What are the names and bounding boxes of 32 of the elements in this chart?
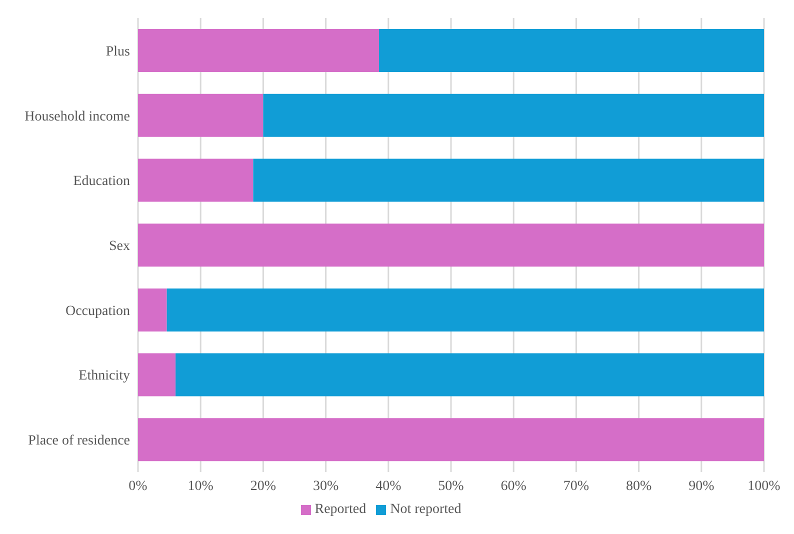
y-tick-label: Sex <box>109 238 130 254</box>
bar <box>138 353 176 396</box>
y-tick-label: Household income <box>24 109 130 124</box>
y-tick-label: Occupation <box>65 304 130 319</box>
bar <box>138 94 264 137</box>
bar <box>138 224 764 267</box>
bar <box>253 158 764 202</box>
legend-label: Not reported <box>390 502 462 517</box>
bar <box>138 29 380 72</box>
x-tick-label: 100% <box>748 478 781 494</box>
x-tick-label: 20% <box>250 478 276 494</box>
y-tick-label: Education <box>73 174 130 190</box>
y-tick-label: Place of residence <box>28 434 130 449</box>
y-tick-label: Ethnicity <box>78 368 130 384</box>
bar <box>176 353 764 396</box>
y-tick-label: Plus <box>106 44 130 60</box>
bar <box>138 418 764 462</box>
x-tick-label: 90% <box>688 478 715 494</box>
x-tick-label: 60% <box>500 478 527 494</box>
x-tick-label: 80% <box>626 478 652 494</box>
bar <box>138 158 254 202</box>
bar <box>138 288 167 332</box>
bar <box>379 29 764 72</box>
x-tick-label: 10% <box>188 478 214 494</box>
x-tick-label: 30% <box>312 478 339 494</box>
x-tick-label: 40% <box>376 478 402 494</box>
x-tick-label: 70% <box>563 478 590 494</box>
legend-label: Reported <box>314 502 366 517</box>
bar <box>166 288 764 332</box>
bar <box>263 94 764 137</box>
x-tick-label: 0% <box>128 478 148 494</box>
x-tick-label: 50% <box>438 478 464 494</box>
